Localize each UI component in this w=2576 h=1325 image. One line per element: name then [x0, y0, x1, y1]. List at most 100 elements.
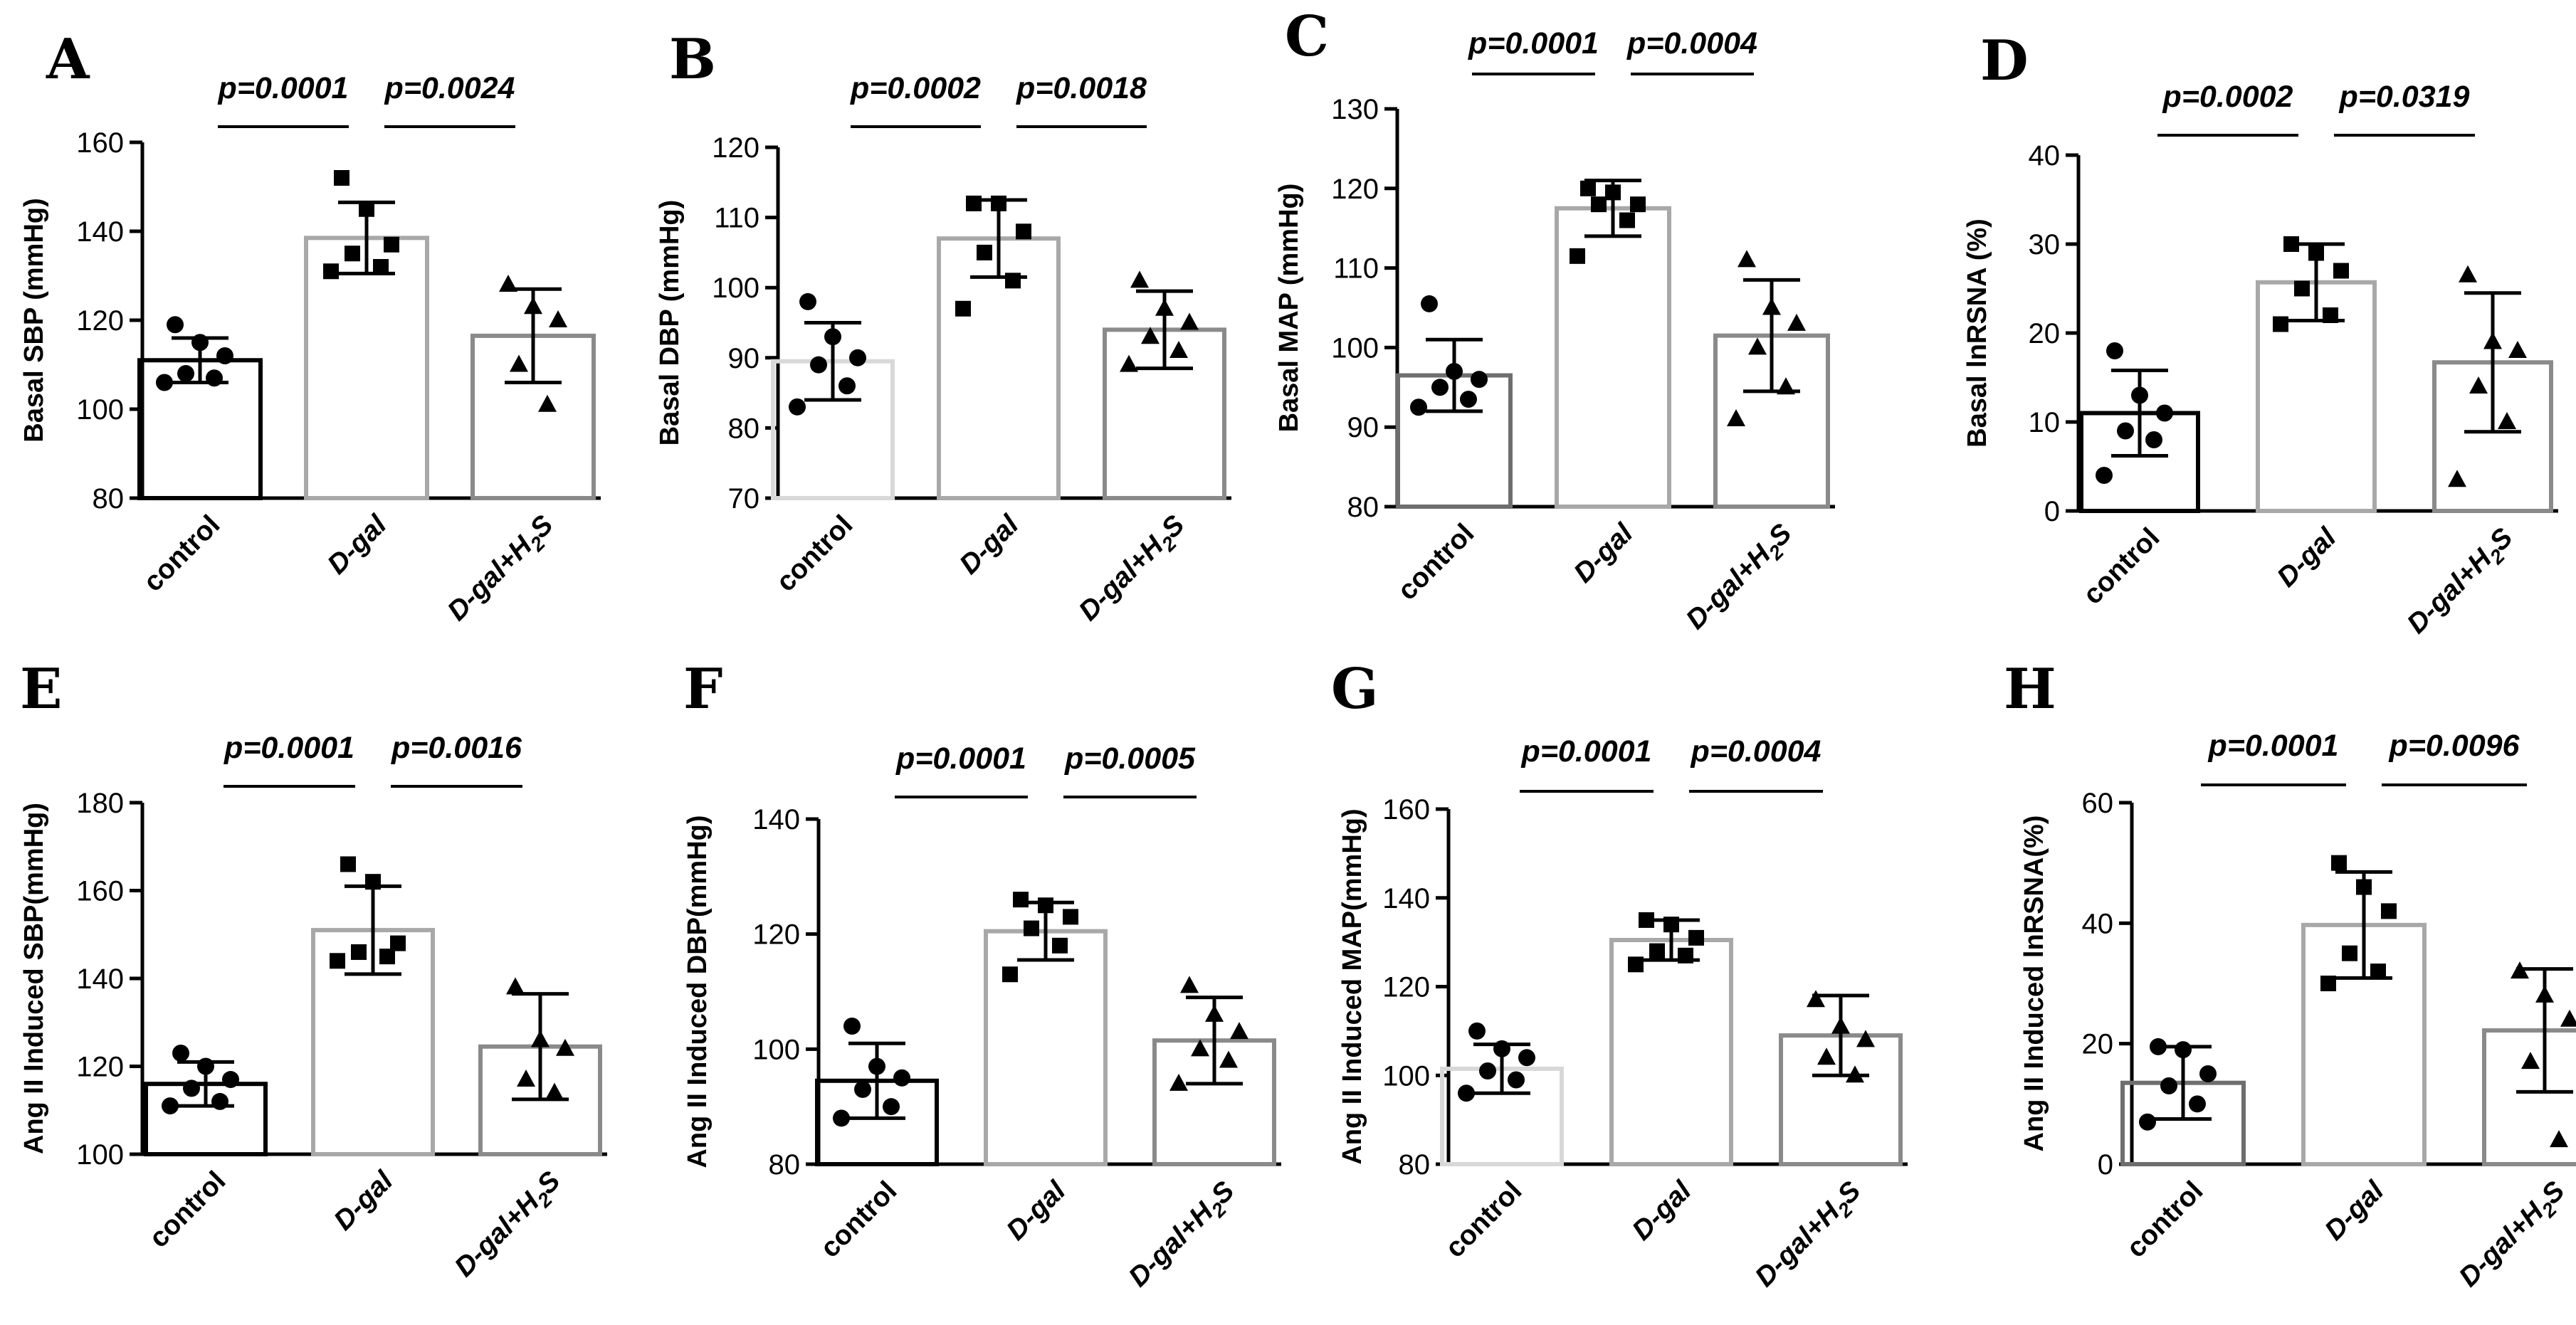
data-point-square [1591, 196, 1607, 213]
panel-letter: G [1331, 657, 1379, 722]
data-point-circle [833, 1109, 850, 1127]
y-tick-label: 100 [752, 1034, 800, 1065]
data-point-circle [893, 1069, 910, 1087]
data-point-square [1649, 943, 1665, 959]
data-point-circle [843, 1018, 861, 1035]
x-tick-label-control: control [2120, 1176, 2209, 1264]
y-tick-label: 130 [1331, 94, 1379, 125]
data-point-circle [211, 1092, 228, 1110]
x-tick-label-control: control [770, 510, 858, 598]
data-point-triangle [1169, 340, 1188, 358]
chart-panel-h: H 0 20 40 60 Ang II Induced lnRSNA(%) control D… [2004, 657, 2576, 1293]
data-point-triangle [545, 1082, 564, 1100]
data-point-circle [883, 1098, 900, 1116]
data-point-circle [810, 356, 827, 374]
data-point-square [1639, 912, 1654, 928]
data-point-circle [2189, 1095, 2206, 1113]
data-point-circle [789, 398, 806, 416]
y-tick-label: 160 [1382, 794, 1430, 825]
data-point-triangle [2483, 332, 2502, 349]
y-tick-label: 160 [76, 876, 124, 907]
data-point-circle [1479, 1062, 1496, 1080]
chart-panel-a: A 80 100 120 140 160 Basal SBP (mmHg) control D-… [19, 27, 601, 627]
y-tick-label: 80 [93, 483, 125, 514]
data-point-square [2294, 280, 2310, 297]
y-tick-label: 40 [2082, 908, 2114, 939]
data-point-triangle [2459, 265, 2477, 283]
data-point-square [2331, 855, 2347, 871]
data-point-square [390, 935, 406, 951]
data-point-triangle [510, 354, 528, 372]
y-tick-label: 40 [2029, 140, 2061, 171]
y-tick-label: 10 [2029, 407, 2061, 438]
p-value-label: p=0.0004 [1691, 734, 1821, 769]
data-point-triangle [556, 1038, 574, 1056]
data-point-triangle [1230, 1022, 1248, 1040]
data-point-triangle [1807, 990, 1825, 1008]
y-axis-label: Ang II Induced lnRSNA(%) [2019, 815, 2049, 1152]
data-point-triangle [2469, 376, 2488, 394]
data-point-square [334, 170, 349, 186]
y-axis-label: Basal MAP (mmHg) [1274, 184, 1304, 433]
panel-letter: H [2004, 657, 2056, 722]
data-point-triangle [1219, 1050, 1238, 1068]
data-point-circle [177, 365, 194, 382]
p-value-label: p=0.0004 [1626, 26, 1757, 60]
chart-panel-b: B 70 80 90 100 110 120 Basal DBP (mmHg) control D… [655, 27, 1231, 627]
p-value-label: p=0.0001 [218, 71, 349, 105]
y-tick-label: 110 [714, 203, 759, 234]
data-point-circle [2131, 386, 2148, 404]
data-point-circle [1421, 295, 1438, 312]
panel-letter: D [1980, 28, 2029, 93]
data-point-circle [849, 349, 866, 366]
x-tick-label-part: D-gal+H [1750, 1196, 1846, 1293]
data-point-circle [854, 1080, 871, 1098]
data-point-circle [2160, 1077, 2177, 1094]
p-value-label: p=0.0001 [895, 741, 1026, 776]
data-point-circle [2199, 1065, 2217, 1082]
y-tick-label: 100 [1382, 1060, 1430, 1092]
chart-panel-c: C 80 90 100 110 120 130 Basal MAP (mmHg) control… [1274, 4, 1835, 635]
data-point-triangle [1831, 1016, 1850, 1034]
chart-panel-d: D 0 10 20 30 40 Basal lnRSNA (%) control D-gal D-… [1962, 28, 2558, 643]
data-point-circle [1508, 1071, 1525, 1089]
x-tick-label-dgal: D-gal [2271, 522, 2343, 593]
data-point-circle [799, 292, 816, 310]
data-point-circle [2139, 1113, 2156, 1131]
data-point-circle [2145, 431, 2162, 448]
data-point-square [977, 244, 992, 260]
y-tick-label: 110 [1333, 253, 1379, 285]
y-tick-label: 100 [1331, 332, 1379, 364]
x-tick-label-dgal: D-gal [1568, 517, 1639, 588]
x-tick-label-dgal: D-gal [954, 509, 1025, 580]
panel-letter: A [46, 27, 90, 92]
data-point-square [2356, 879, 2372, 895]
y-tick-label: 100 [76, 394, 124, 426]
p-value-label: p=0.0002 [850, 71, 981, 105]
data-point-triangle [1169, 1073, 1188, 1091]
data-point-circle [1471, 371, 1488, 389]
p-value-label: p=0.0016 [391, 731, 522, 765]
data-point-square [379, 949, 395, 965]
data-point-square [955, 300, 971, 317]
x-tick-label-dgal-h2s: D-gal+H2S [1750, 1176, 1871, 1297]
data-point-square [2273, 316, 2288, 332]
data-point-square [1005, 273, 1021, 289]
data-point-square [1619, 212, 1635, 228]
data-point-circle [868, 1057, 885, 1075]
data-point-circle [2096, 467, 2113, 484]
data-point-square [1038, 897, 1053, 914]
data-point-triangle [2560, 1009, 2576, 1027]
data-point-triangle [506, 977, 525, 995]
y-tick-label: 160 [76, 127, 124, 159]
data-point-circle [2156, 404, 2173, 422]
data-point-square [373, 259, 389, 275]
data-point-circle [2175, 1041, 2192, 1059]
data-point-circle [2150, 1038, 2167, 1055]
data-point-triangle [1748, 337, 1767, 355]
data-point-square [2323, 307, 2338, 323]
p-value-label: p=0.0001 [1468, 26, 1599, 60]
data-point-triangle [1180, 976, 1199, 993]
x-tick-label-part: D-gal+H [2454, 1196, 2550, 1293]
x-tick-label-dgal-h2s: D-gal+H2S [2402, 522, 2523, 643]
